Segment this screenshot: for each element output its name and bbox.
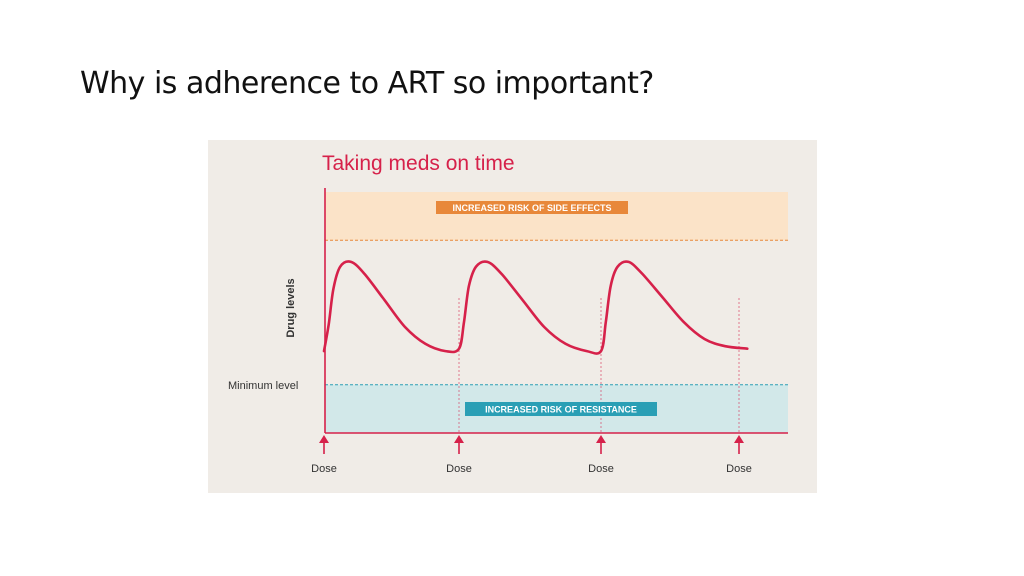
minimum-level-label: Minimum level [228, 380, 298, 392]
dose-label: Dose [588, 463, 614, 475]
resistance-label: INCREASED RISK OF RESISTANCE [485, 405, 637, 415]
side-effects-label-box [436, 201, 628, 214]
slide-title: Why is adherence to ART so important? [80, 66, 654, 101]
resistance-label-box [465, 402, 657, 416]
dose-label: Dose [311, 463, 337, 475]
y-axis-label: Drug levels [285, 278, 297, 337]
chart-panel: Dose Dose Dose Dose Taking meds on time INC… [208, 140, 817, 493]
dose-marker: Dose [588, 435, 614, 475]
drug-level-curve [322, 260, 749, 355]
dose-arrow-icon [596, 435, 606, 443]
dose-marker: Dose [446, 435, 472, 475]
drug-level-chart: Dose Dose Dose Dose Taking meds on time INC… [228, 152, 788, 475]
dose-marker: Dose [311, 435, 337, 475]
dose-arrow-icon [734, 435, 744, 443]
dose-label: Dose [446, 463, 472, 475]
dose-marker: Dose [726, 435, 752, 475]
dose-arrow-icon [319, 435, 329, 443]
chart-title: Taking meds on time [322, 152, 515, 175]
dose-arrow-icon [454, 435, 464, 443]
side-effects-label: INCREASED RISK OF SIDE EFFECTS [452, 203, 611, 213]
side-effects-band [325, 192, 788, 241]
dose-label: Dose [726, 463, 752, 475]
dose-markers: Dose Dose Dose Dose [311, 435, 752, 475]
